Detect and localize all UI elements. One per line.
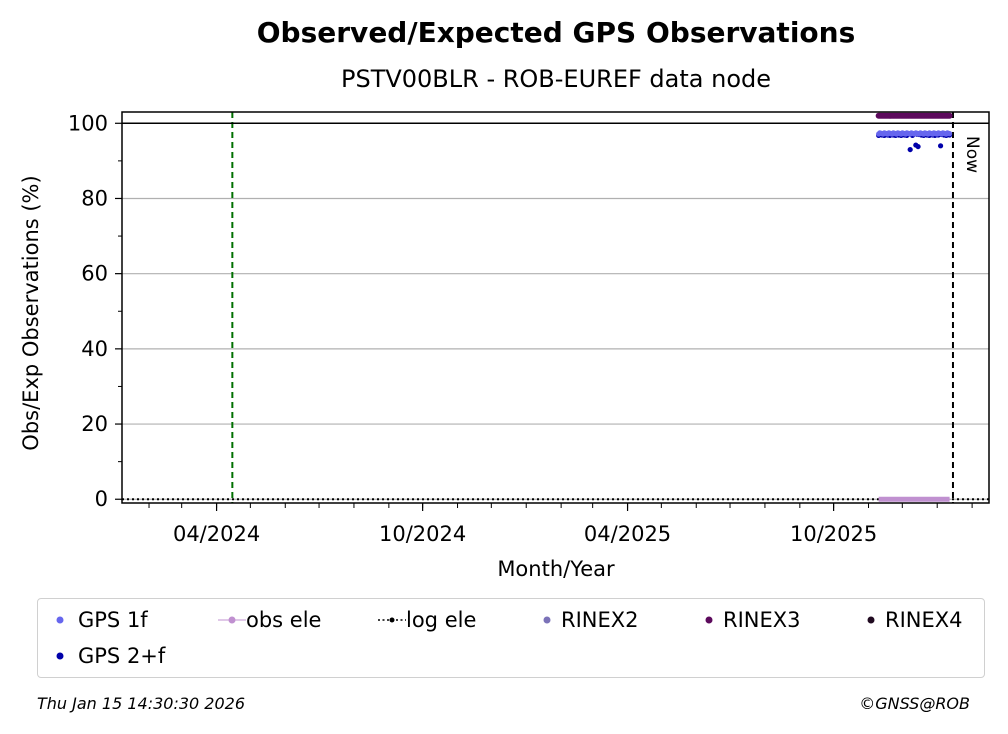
legend-label: GPS 2+f [78,644,166,668]
now-label: Now [962,136,982,173]
x-tick-label: 04/2024 [173,522,260,546]
data-point [915,143,921,150]
x-tick-label: 04/2025 [584,522,671,546]
y-axis: 0 20 40 60 80 100 [68,111,122,511]
gps1f-swatch [50,610,78,630]
data-marks [875,112,953,502]
data-point [946,112,953,119]
y-tick-label: 80 [81,186,108,210]
rinex3-swatch [695,610,723,630]
legend-label: RINEX2 [561,608,639,632]
legend-label: GPS 1f [78,608,148,632]
rinex2-swatch [533,610,561,630]
reference-lines: Now [122,112,989,503]
legend-item-rinex2: RINEX2 [533,607,639,632]
y-tick-label: 0 [95,487,108,511]
legend-item-rinex3: RINEX3 [695,607,801,632]
footer-copyright: ©GNSS@ROB [859,694,970,713]
plot-frame [121,111,990,504]
rinex4-swatch [857,610,885,630]
logele-swatch [378,610,406,630]
legend-item-gps2f: GPS 2+f [50,643,165,668]
obsele-swatch [218,610,246,630]
legend-item-logele: log ele [378,607,476,632]
x-axis: 04/2024 10/2024 04/2025 10/2025 [148,503,973,546]
legend-label: log ele [406,608,477,632]
legend-item-obsele: obs ele [218,607,321,632]
chart: Observed/Expected GPS Observations PSTV0… [19,16,990,581]
gps2f-swatch [50,646,78,666]
legend-label: RINEX4 [885,608,963,632]
series-rinex3 [875,112,953,119]
x-tick-label: 10/2025 [790,522,877,546]
data-point [946,131,953,137]
grid [122,122,989,500]
data-point [937,143,944,149]
legend-label: RINEX3 [723,608,801,632]
x-tick-label: 10/2024 [379,522,466,546]
chart-title: Observed/Expected GPS Observations [257,16,856,49]
y-tick-label: 40 [81,337,108,361]
legend-item-rinex4: RINEX4 [857,607,963,632]
series-gps-1f [876,130,953,137]
data-point [907,146,913,153]
y-axis-label: Obs/Exp Observations (%) [19,175,43,450]
legend-label: obs ele [246,608,322,632]
legend-item-gps1f: GPS 1f [50,607,148,632]
x-axis-label: Month/Year [497,557,615,581]
y-tick-label: 100 [68,111,108,135]
footer-timestamp: Thu Jan 15 14:30:30 2026 [37,694,245,713]
legend: GPS 1f obs ele log ele RINEX2 RINEX3 RIN… [37,598,985,678]
chart-subtitle: PSTV00BLR - ROB-EUREF data node [341,65,771,93]
y-tick-label: 60 [81,262,108,286]
y-tick-label: 20 [81,412,108,436]
